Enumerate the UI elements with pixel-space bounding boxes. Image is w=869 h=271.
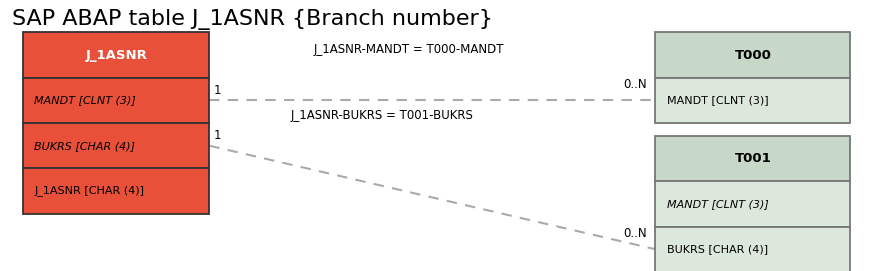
Text: J_1ASNR: J_1ASNR <box>0 270 1 271</box>
Text: MANDT: MANDT <box>0 270 1 271</box>
FancyBboxPatch shape <box>655 33 850 78</box>
Text: MANDT [CLNT (3)]: MANDT [CLNT (3)] <box>667 199 768 209</box>
FancyBboxPatch shape <box>655 181 850 227</box>
Text: J_1ASNR-MANDT = T000-MANDT: J_1ASNR-MANDT = T000-MANDT <box>313 43 504 56</box>
FancyBboxPatch shape <box>655 136 850 181</box>
Text: MANDT: MANDT <box>0 270 1 271</box>
Text: BUKRS [CHAR (4)]: BUKRS [CHAR (4)] <box>34 141 136 151</box>
Text: MANDT [CLNT (3)]: MANDT [CLNT (3)] <box>34 95 136 105</box>
Text: 0..N: 0..N <box>623 78 647 91</box>
FancyBboxPatch shape <box>655 227 850 271</box>
Text: BUKRS: BUKRS <box>0 270 1 271</box>
Text: J_1ASNR-BUKRS = T001-BUKRS: J_1ASNR-BUKRS = T001-BUKRS <box>291 109 474 122</box>
Text: 1: 1 <box>214 83 221 96</box>
Text: 1: 1 <box>214 129 221 142</box>
Text: J_1ASNR: J_1ASNR <box>85 49 147 62</box>
Text: T001: T001 <box>734 152 771 165</box>
Text: SAP ABAP table J_1ASNR {Branch number}: SAP ABAP table J_1ASNR {Branch number} <box>12 9 493 30</box>
Text: MANDT: MANDT <box>0 270 1 271</box>
FancyBboxPatch shape <box>655 78 850 123</box>
Text: T000: T000 <box>734 49 772 62</box>
FancyBboxPatch shape <box>23 123 209 168</box>
FancyBboxPatch shape <box>23 168 209 214</box>
FancyBboxPatch shape <box>23 78 209 123</box>
Text: BUKRS [CHAR (4)]: BUKRS [CHAR (4)] <box>667 244 768 254</box>
FancyBboxPatch shape <box>23 33 209 78</box>
Text: BUKRS: BUKRS <box>0 270 1 271</box>
Text: 0..N: 0..N <box>623 227 647 240</box>
Text: J_1ASNR [CHAR (4)]: J_1ASNR [CHAR (4)] <box>34 186 144 196</box>
Text: MANDT [CLNT (3)]: MANDT [CLNT (3)] <box>667 95 768 105</box>
